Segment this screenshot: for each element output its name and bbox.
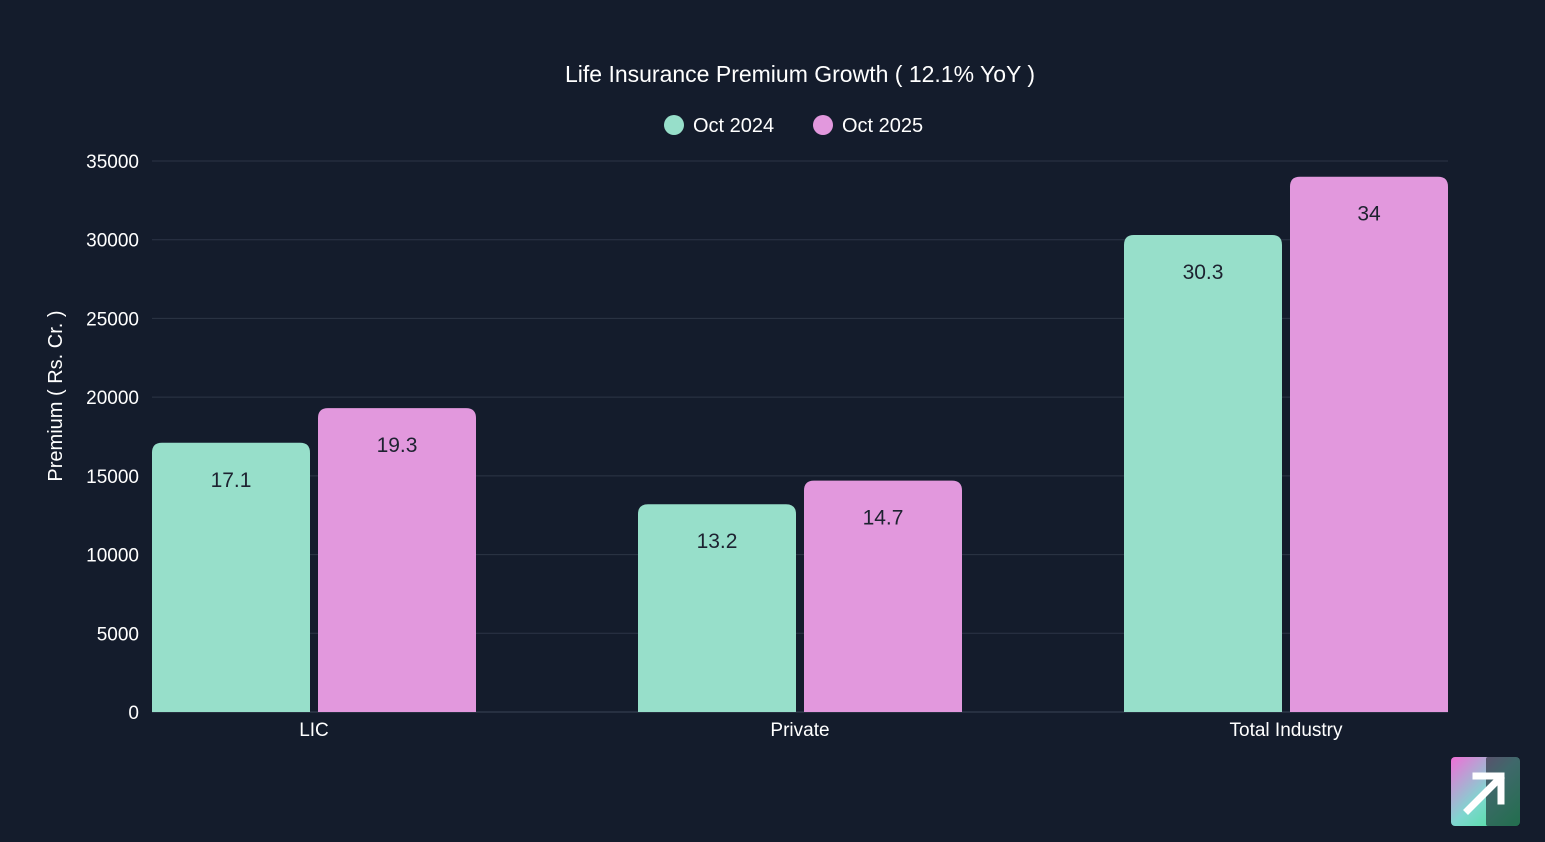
bar-oct-2024-total-industry <box>1124 234 1282 712</box>
y-axis-label: Premium ( Rs. Cr. ) <box>45 310 67 481</box>
legend-swatch-oct-2025 <box>813 115 833 135</box>
y-tick-label: 35000 <box>86 152 139 173</box>
data-label: 30.3 <box>1183 261 1224 284</box>
x-tick-label: LIC <box>299 720 329 741</box>
y-tick-label: 15000 <box>86 467 139 488</box>
bar-oct-2025-lic <box>318 408 476 712</box>
y-tick-label: 30000 <box>86 231 139 252</box>
y-tick-label: 0 <box>128 703 139 724</box>
legend: Oct 2024 Oct 2025 <box>664 115 923 137</box>
legend-label: Oct 2024 <box>693 115 774 137</box>
y-tick-label: 25000 <box>86 309 139 330</box>
data-label: 17.1 <box>211 469 252 492</box>
bars: 17.1 19.3 13.2 14.7 30.3 34 <box>152 176 1448 712</box>
legend-label: Oct 2025 <box>842 115 923 137</box>
bar-oct-2024-private <box>638 504 796 712</box>
data-label: 14.7 <box>863 507 904 530</box>
data-label: 19.3 <box>377 434 418 457</box>
data-label: 34 <box>1357 203 1381 226</box>
y-tick-label: 5000 <box>97 624 139 645</box>
x-axis-ticks: LIC Private Total Industry <box>299 720 1343 741</box>
chart-title: Life Insurance Premium Growth ( 12.1% Yo… <box>565 61 1035 87</box>
y-tick-label: 20000 <box>86 388 139 409</box>
y-axis-ticks: 0 5000 10000 15000 20000 25000 30000 35000 <box>86 152 139 724</box>
bar-oct-2025-total-industry <box>1290 176 1448 712</box>
legend-swatch-oct-2024 <box>664 115 684 135</box>
bar-oct-2025-private <box>804 480 962 712</box>
bar-oct-2024-lic <box>152 442 310 712</box>
x-tick-label: Total Industry <box>1230 720 1343 741</box>
data-label: 13.2 <box>697 530 738 553</box>
x-tick-label: Private <box>770 720 829 741</box>
arrow-up-right-icon <box>1463 772 1505 815</box>
y-tick-label: 10000 <box>86 546 139 567</box>
brand-logo <box>1451 757 1520 826</box>
